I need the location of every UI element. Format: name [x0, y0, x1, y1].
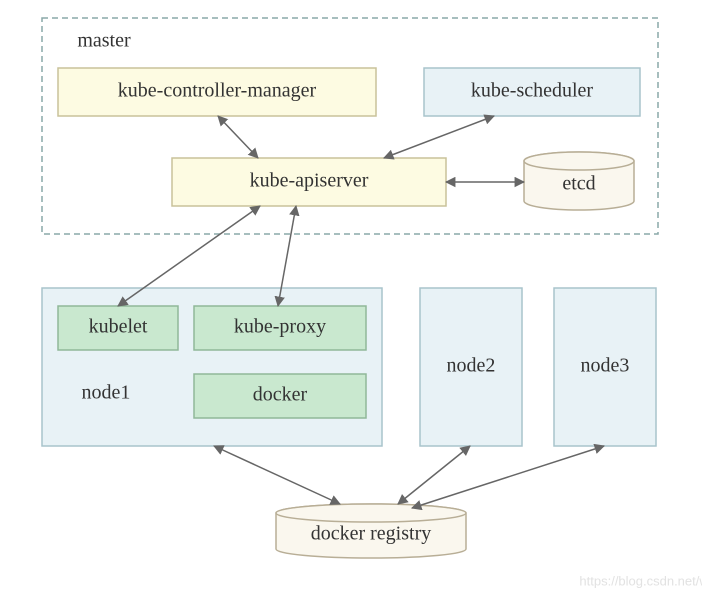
kube-proxy-label: kube-proxy	[234, 316, 326, 338]
node1-label: node1	[82, 382, 131, 404]
watermark: https://blog.csdn.net/weixin_41989934	[579, 573, 702, 588]
k8s-architecture-diagram: master kube-controller-manager kube-schedu…	[0, 0, 702, 596]
kubelet-label: kubelet	[89, 316, 148, 338]
docker-label: docker	[253, 384, 308, 406]
kube-controller-manager-label: kube-controller-manager	[118, 80, 317, 102]
kube-apiserver-label: kube-apiserver	[250, 170, 369, 192]
edge-node2-reg	[398, 446, 470, 504]
node2-label: node2	[447, 355, 496, 377]
kube-scheduler-label: kube-scheduler	[471, 80, 594, 102]
edge-node1-reg	[214, 446, 340, 504]
docker-registry-label: docker registry	[311, 523, 432, 545]
edge-kcm-kapi	[218, 116, 258, 158]
edge-node3-reg	[412, 446, 604, 508]
edge-ksched-kapi	[384, 116, 494, 158]
master-label: master	[77, 30, 131, 52]
node3-label: node3	[581, 355, 630, 377]
etcd-label: etcd	[562, 173, 595, 195]
